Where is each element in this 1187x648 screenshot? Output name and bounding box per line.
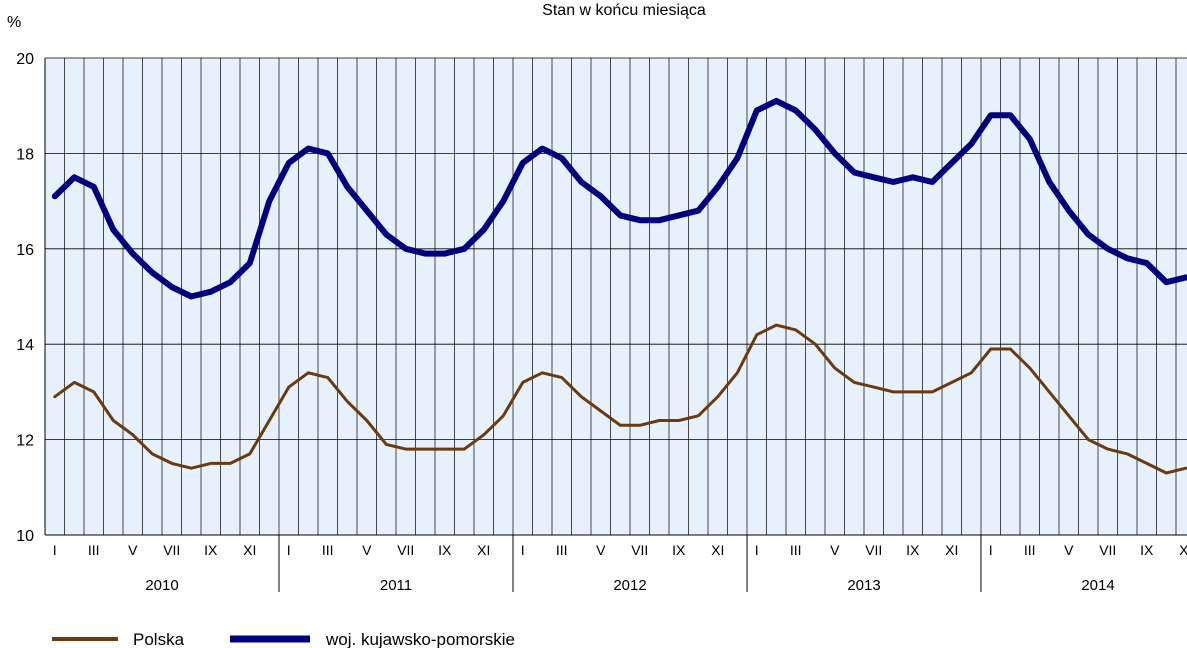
month-tick-label: I bbox=[755, 542, 759, 558]
year-label: 2013 bbox=[847, 577, 880, 594]
month-tick-label: VII bbox=[631, 542, 648, 558]
y-unit-label: % bbox=[7, 14, 21, 31]
month-tick-label: I bbox=[521, 542, 525, 558]
vertical-grid bbox=[64, 58, 1177, 535]
month-tick-label: V bbox=[596, 542, 606, 558]
month-tick-label: IX bbox=[906, 542, 920, 558]
month-tick-label: V bbox=[1064, 542, 1074, 558]
legend: Polska woj. kujawsko-pomorskie bbox=[52, 630, 515, 648]
year-label: 2011 bbox=[380, 577, 412, 594]
month-tick-label: III bbox=[790, 542, 802, 558]
y-axis-ticks: 10 12 14 16 18 20 bbox=[16, 51, 46, 545]
month-tick-label: V bbox=[362, 542, 372, 558]
y-tick-label: 18 bbox=[16, 146, 34, 163]
month-tick-label: I bbox=[287, 542, 291, 558]
y-tick-label: 20 bbox=[16, 51, 34, 68]
month-tick-label: VII bbox=[397, 542, 414, 558]
month-tick-label: IX bbox=[1140, 542, 1154, 558]
year-label: 2010 bbox=[145, 577, 178, 594]
x-axis: I III V VII IX XI I III V VII IX XI I III V VII IX XI I III… bbox=[45, 534, 1187, 594]
month-tick-label: V bbox=[128, 542, 138, 558]
month-tick-label: V bbox=[830, 542, 840, 558]
month-tick-label: III bbox=[556, 542, 568, 558]
y-tick-label: 10 bbox=[16, 528, 34, 545]
month-tick-label: XI bbox=[711, 542, 724, 558]
series-lines bbox=[51, 97, 1187, 475]
month-tick-label: III bbox=[322, 542, 334, 558]
month-tick-label: I bbox=[53, 542, 57, 558]
month-tick-label: IX bbox=[438, 542, 452, 558]
legend-label-kujawsko-pomorskie: woj. kujawsko-pomorskie bbox=[325, 630, 515, 648]
month-tick-label: IX bbox=[204, 542, 218, 558]
chart-subtitle: Stan w końcu miesiąca bbox=[542, 2, 706, 19]
series-line-kujawsko-pomorskie bbox=[51, 97, 1187, 300]
month-tick-label: XI bbox=[1179, 542, 1187, 558]
month-tick-label: VII bbox=[865, 542, 882, 558]
month-tick-label: I bbox=[989, 542, 993, 558]
year-label: 2014 bbox=[1081, 577, 1114, 594]
series-line-polska bbox=[53, 323, 1187, 475]
month-tick-label: XI bbox=[945, 542, 958, 558]
year-label: 2012 bbox=[613, 577, 646, 594]
y-tick-label: 14 bbox=[16, 337, 34, 354]
y-tick-label: 12 bbox=[16, 433, 34, 450]
plot-area bbox=[45, 58, 1187, 535]
y-tick-label: 16 bbox=[16, 242, 34, 259]
legend-label-polska: Polska bbox=[133, 630, 185, 648]
month-tick-label: XI bbox=[243, 542, 256, 558]
month-tick-label: III bbox=[88, 542, 100, 558]
month-tick-label: VII bbox=[1099, 542, 1116, 558]
month-tick-label: IX bbox=[672, 542, 686, 558]
month-tick-label: VII bbox=[163, 542, 180, 558]
month-tick-label: XI bbox=[477, 542, 490, 558]
month-tick-label: III bbox=[1024, 542, 1036, 558]
